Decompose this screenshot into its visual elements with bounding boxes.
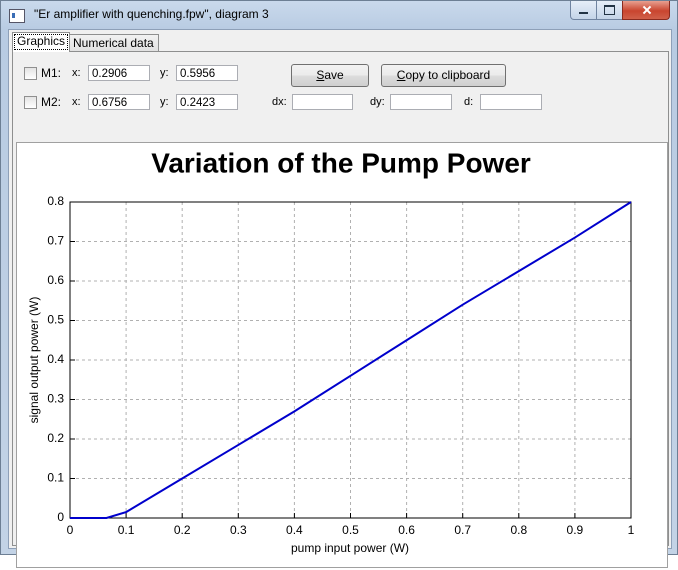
- x-tick-label: 0.4: [286, 523, 303, 537]
- text-field[interactable]: [480, 94, 542, 110]
- y-tick-label: 0.2: [47, 431, 64, 445]
- text-field[interactable]: 0.5956: [176, 65, 238, 81]
- x-tick-label: 0.6: [398, 523, 415, 537]
- field-label: y:: [160, 67, 169, 79]
- button[interactable]: Copy to clipboard: [381, 64, 506, 87]
- plot-frame: [69, 201, 632, 519]
- y-tick-label: 0.4: [47, 352, 64, 366]
- client-area: Graphics Numerical data M1: x: 0.2906 y:…: [8, 29, 672, 568]
- y-axis-label: signal output power (W): [27, 297, 41, 424]
- text-field[interactable]: 0.2906: [88, 65, 150, 81]
- x-tick-label: 0.3: [230, 523, 247, 537]
- text-field[interactable]: 0.6756: [88, 94, 150, 110]
- x-tick-label: 0.5: [342, 523, 359, 537]
- button[interactable]: Save: [291, 64, 369, 87]
- close-button[interactable]: [622, 1, 670, 20]
- window: "Er amplifier with quenching.fpw", diagr…: [0, 0, 678, 555]
- y-tick-label: 0.5: [47, 313, 64, 327]
- x-tick-label: 0.7: [454, 523, 471, 537]
- tab[interactable]: Numerical data: [68, 34, 159, 52]
- field-label: d:: [464, 96, 474, 108]
- text-field[interactable]: 0.2423: [176, 94, 238, 110]
- button-label: Copy to clipboard: [396, 68, 491, 82]
- tab-panel: M1: x: 0.2906 y: 0.5956 Save Copy to cli…: [12, 51, 669, 568]
- y-tick-label: 0.1: [47, 471, 64, 485]
- x-tick-label: 0: [67, 523, 74, 537]
- y-tick-label: 0.3: [47, 392, 64, 406]
- chart: Variation of the Pump Power pump input p…: [27, 147, 635, 555]
- x-axis-label: pump input power (W): [291, 541, 409, 555]
- maximize-button[interactable]: [596, 1, 623, 20]
- field-label: dy:: [370, 96, 385, 108]
- data-line: [70, 201, 632, 519]
- x-tick-label: 0.1: [118, 523, 135, 537]
- y-tick-label: 0.8: [47, 194, 64, 208]
- chart-area: Variation of the Pump Power pump input p…: [16, 142, 668, 568]
- x-tick-label: 0.9: [567, 523, 584, 537]
- x-tick-label: 0.2: [174, 523, 191, 537]
- text-field[interactable]: [390, 94, 452, 110]
- checkbox[interactable]: [24, 67, 37, 80]
- tab[interactable]: Graphics: [12, 32, 71, 52]
- x-tick-label: 1: [628, 523, 635, 537]
- x-tick-label: 0.8: [510, 523, 527, 537]
- checkbox[interactable]: [24, 96, 37, 109]
- window-title: "Er amplifier with quenching.fpw", diagr…: [34, 7, 269, 21]
- y-tick-label: 0.7: [47, 234, 64, 248]
- y-tick-label: 0.6: [47, 273, 64, 287]
- chart-title: Variation of the Pump Power: [151, 147, 531, 178]
- field-label: dx:: [272, 96, 287, 108]
- y-tick-label: 0: [57, 510, 64, 524]
- field-label: x:: [72, 96, 81, 108]
- field-label: x:: [72, 67, 81, 79]
- button-label: Save: [316, 68, 344, 82]
- app-icon: [9, 9, 25, 23]
- marker-label: M1:: [41, 66, 62, 80]
- marker-label: M2:: [41, 95, 62, 109]
- text-field[interactable]: [292, 94, 353, 110]
- minimize-button[interactable]: [570, 1, 597, 20]
- field-label: y:: [160, 96, 169, 108]
